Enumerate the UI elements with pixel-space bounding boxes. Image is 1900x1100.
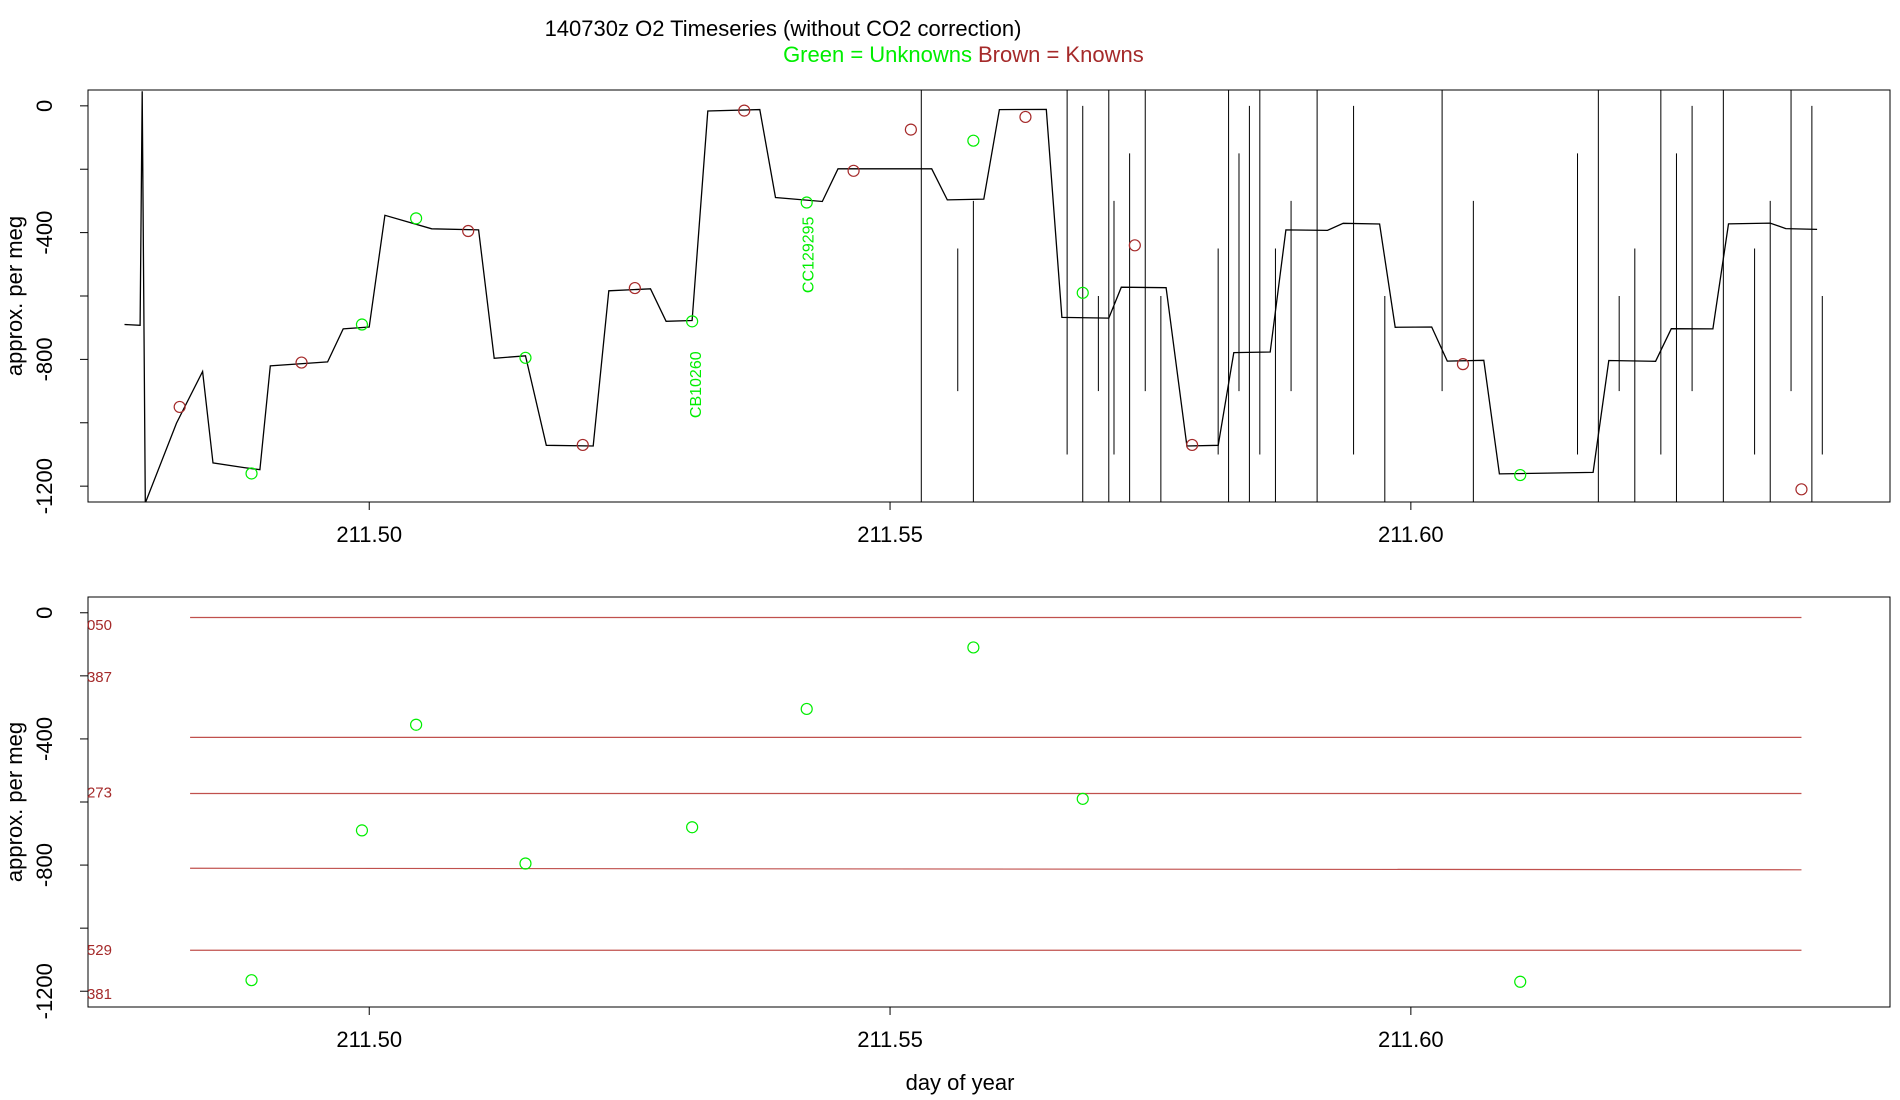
bottom-x-tick-label: 211.55	[857, 1027, 923, 1052]
bottom-unknown-point	[800, 702, 813, 716]
bottom-unknown-point	[410, 718, 423, 731]
top-annotation: CC129295	[801, 216, 818, 293]
top-known-point	[628, 281, 641, 295]
top-known-point	[904, 123, 917, 136]
bottom-left-label: 529	[87, 942, 112, 959]
bottom-left-label: 273	[87, 784, 112, 801]
legend-knowns: Brown = Knowns	[978, 42, 1144, 67]
top-known-point	[847, 164, 860, 177]
top-y-axis-label: approx. per meg	[2, 216, 27, 376]
top-known-point	[1456, 358, 1470, 371]
bottom-unknown-point	[1514, 975, 1527, 988]
top-plot-frame	[87, 89, 1891, 503]
chart-title: 140730z O2 Timeseries (without CO2 corre…	[545, 16, 1022, 41]
top-known-point	[1128, 239, 1141, 252]
bottom-unknown-point	[245, 974, 258, 987]
top-unknown-point	[686, 315, 699, 328]
bottom-unknown-point	[967, 641, 980, 654]
top-o2-trace-line	[124, 91, 1818, 502]
top-known-point	[173, 400, 186, 414]
bottom-unknown-point	[686, 821, 699, 834]
top-unknown-point	[800, 196, 813, 209]
top-known-point	[1186, 438, 1199, 452]
top-known-point	[462, 224, 475, 238]
bottom-left-label: 387	[87, 669, 112, 686]
bottom-unknown-point	[519, 857, 532, 870]
bottom-x-axis-label: day of year	[906, 1070, 1015, 1095]
top-unknown-point	[245, 467, 258, 480]
top-x-tick-label: 211.50	[336, 522, 402, 547]
bottom-y-tick-label: -1200	[32, 963, 57, 1019]
bottom-plot-area	[190, 616, 1802, 988]
legend-unknowns: Green = Unknowns	[783, 42, 972, 67]
bottom-panel: 211.50 211.55 211.60 0 -400 -800 -1200 approx. …	[2, 596, 1891, 1095]
top-unknown-point	[1076, 286, 1089, 299]
top-unknown-point	[519, 351, 532, 364]
top-known-point	[1795, 483, 1808, 496]
bottom-x-tick-label: 211.60	[1378, 1027, 1444, 1052]
bottom-x-tick-label: 211.50	[336, 1027, 402, 1052]
top-x-tick-label: 211.60	[1378, 522, 1444, 547]
bottom-left-label: 381	[87, 986, 112, 1003]
top-panel: 211.50 211.55 211.60 0 -400 -800 -1200 approx. …	[2, 89, 1891, 547]
top-known-point	[576, 438, 589, 452]
top-unknown-point	[967, 134, 980, 147]
top-known-point	[295, 356, 308, 369]
bottom-y-tick-label: 0	[32, 607, 57, 619]
top-x-tick-label: 211.55	[857, 522, 923, 547]
bottom-reference-line	[190, 867, 1802, 871]
top-y-tick-label: -400	[32, 211, 57, 255]
top-known-point	[1019, 110, 1032, 124]
bottom-y-tick-label: -400	[32, 717, 57, 761]
bottom-y-axis-label: approx. per meg	[2, 722, 27, 882]
bottom-unknown-point	[1076, 792, 1089, 805]
bottom-plot-frame	[87, 596, 1891, 1008]
top-known-point	[738, 104, 751, 117]
bottom-y-tick-label: -800	[32, 843, 57, 887]
top-unknown-point	[410, 212, 423, 225]
top-unknown-point	[1514, 468, 1527, 482]
top-y-tick-label: -1200	[32, 458, 57, 514]
top-unknown-point	[355, 318, 369, 331]
top-annotation: CB10260	[688, 351, 705, 418]
bottom-unknown-point	[355, 824, 369, 837]
bottom-left-label: 050	[87, 617, 112, 634]
top-plot-area	[124, 90, 1823, 502]
top-y-tick-label: -800	[32, 337, 57, 381]
top-y-tick-label: 0	[32, 100, 57, 112]
